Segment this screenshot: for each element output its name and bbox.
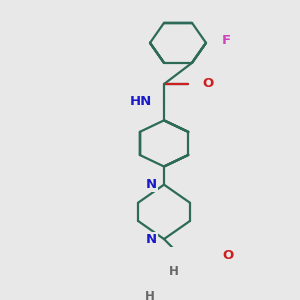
Text: O: O	[222, 249, 233, 262]
Text: H: H	[145, 290, 155, 300]
Text: H: H	[169, 265, 179, 278]
Text: HN: HN	[130, 95, 152, 108]
Text: N: N	[146, 232, 157, 246]
Text: N: N	[146, 178, 157, 191]
Text: O: O	[202, 77, 213, 90]
Text: F: F	[222, 34, 231, 47]
